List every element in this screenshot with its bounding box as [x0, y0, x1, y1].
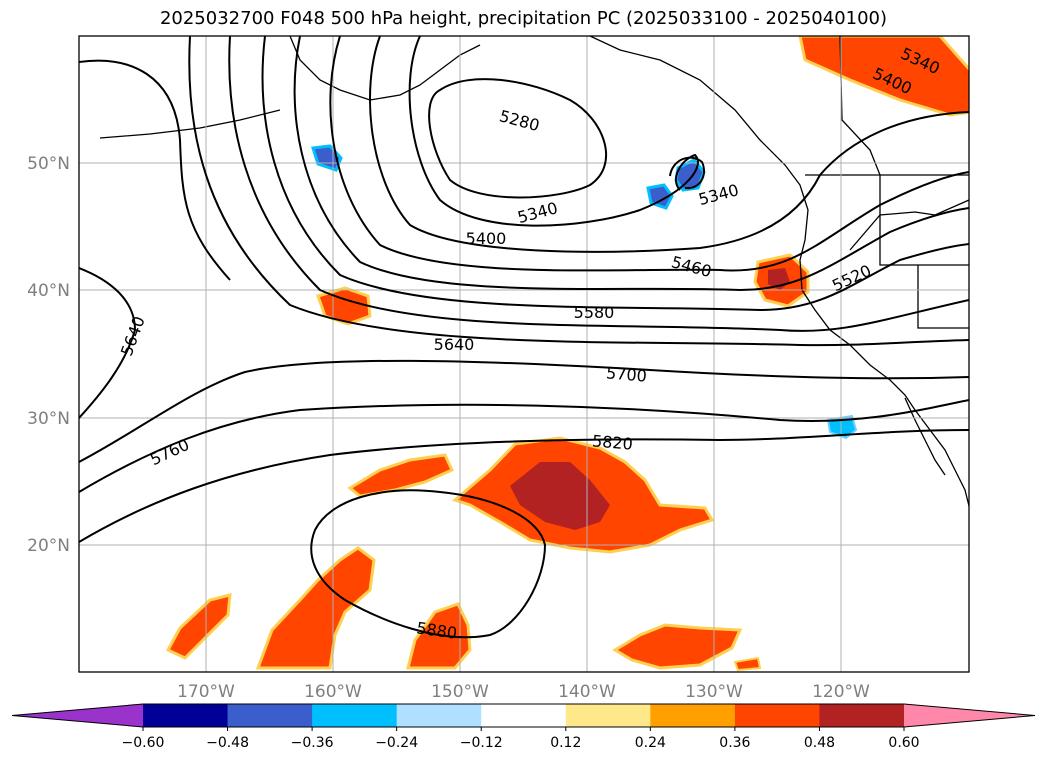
colorbar-extend-min — [12, 704, 143, 727]
colorbar-tick-label: 0.12 — [550, 735, 581, 751]
lat-label: 40°N — [27, 281, 70, 301]
contour-label: 5400 — [466, 229, 507, 248]
lat-label: 20°N — [27, 536, 70, 556]
colorbar-segment — [819, 704, 905, 727]
colorbar-segment — [650, 704, 736, 727]
colorbar-tick-label: 0.60 — [888, 735, 919, 751]
colorbar-tick-label: −0.60 — [122, 735, 165, 751]
lon-label: 130°W — [685, 682, 743, 702]
lon-label: 140°W — [558, 682, 616, 702]
lon-label: 150°W — [431, 682, 489, 702]
precip-anomaly-shading — [165, 36, 969, 672]
contour-label: 5580 — [574, 303, 615, 322]
colorbar-tick-label: −0.48 — [206, 735, 249, 751]
map-background — [79, 36, 969, 672]
colorbar-tick-label: 0.24 — [635, 735, 666, 751]
colorbar-tick-label: −0.12 — [460, 735, 503, 751]
contour-label: 5700 — [605, 363, 647, 385]
map-frame — [78, 35, 970, 673]
lon-label: 120°W — [812, 682, 870, 702]
colorbar-segment — [143, 704, 229, 727]
map-title: 2025032700 F048 500 hPa height, precipit… — [159, 8, 888, 29]
colorbar-segment — [396, 704, 482, 727]
colorbar-extend-max — [904, 704, 1035, 727]
colorbar-segment — [734, 704, 820, 727]
longitude-labels: 170°W 160°W 150°W 140°W 130°W 120°W — [177, 682, 870, 702]
height-contours — [79, 36, 969, 639]
gridlines — [79, 36, 969, 672]
colorbar-segment — [565, 704, 651, 727]
lat-label: 50°N — [27, 154, 70, 174]
contour-label: 5640 — [434, 335, 475, 354]
colorbar-tick-label: −0.36 — [291, 735, 334, 751]
lat-label: 30°N — [27, 409, 70, 429]
colorbar-tick-label: 0.48 — [804, 735, 835, 751]
colorbar-tick-label: −0.24 — [375, 735, 418, 751]
colorbar-segment — [481, 704, 567, 727]
colorbar-segment — [227, 704, 313, 727]
latitude-labels: 50°N 40°N 30°N 20°N — [27, 154, 70, 556]
lon-label: 170°W — [177, 682, 235, 702]
colorbar-tick-label: 0.36 — [719, 735, 750, 751]
contour-label: 5820 — [591, 431, 633, 453]
colorbar-segment — [312, 704, 398, 727]
lon-label: 160°W — [304, 682, 362, 702]
colorbar: −0.60 −0.48 −0.36 −0.24 −0.12 0.12 0.24 0.36 0.4… — [11, 703, 1036, 751]
